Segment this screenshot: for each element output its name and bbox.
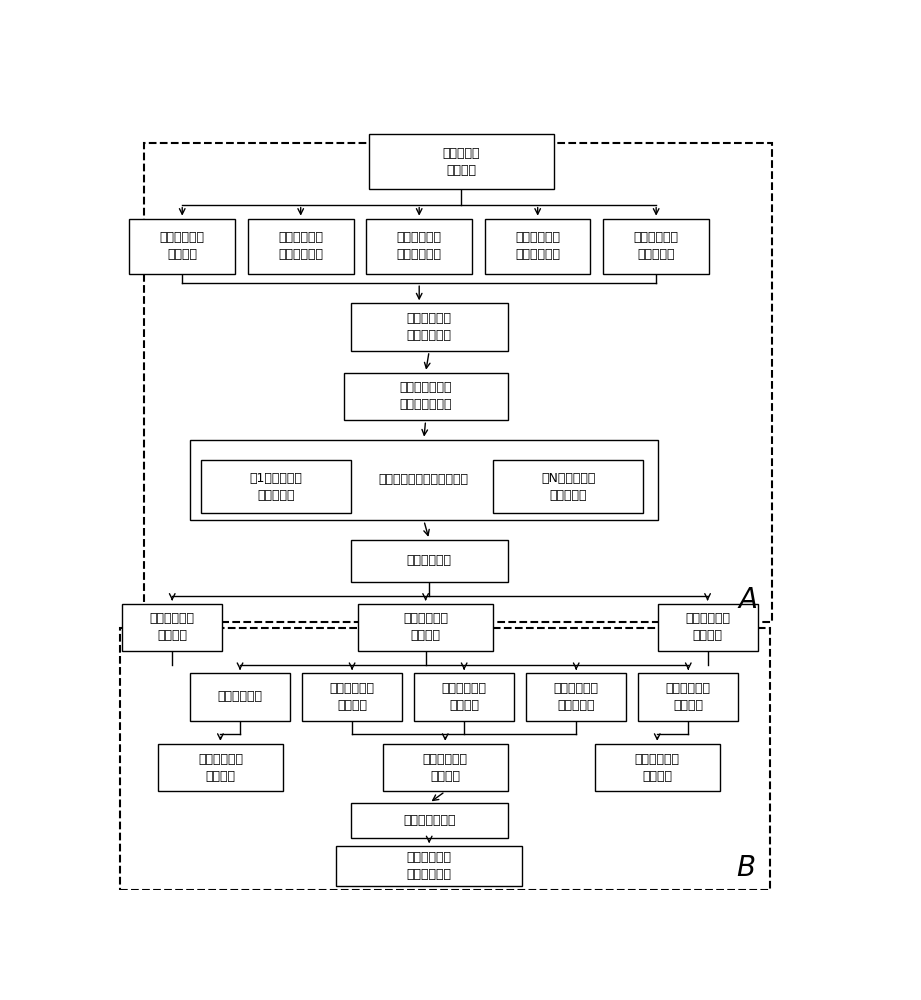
Text: 按栅格单元统
计高程平均值: 按栅格单元统 计高程平均值 xyxy=(515,231,560,261)
Text: B: B xyxy=(737,854,755,882)
Bar xyxy=(120,628,770,890)
Bar xyxy=(201,460,351,513)
Bar xyxy=(414,673,514,721)
Text: A: A xyxy=(739,586,757,614)
Bar xyxy=(344,373,507,420)
Bar xyxy=(383,744,507,791)
Bar xyxy=(638,673,739,721)
Text: 航带高程匹配
质量评价结果: 航带高程匹配 质量评价结果 xyxy=(407,851,451,881)
Bar xyxy=(658,604,757,651)
Bar xyxy=(351,540,507,582)
Text: 按栅格单元统
计高程差值: 按栅格单元统 计高程差值 xyxy=(634,231,679,261)
Bar xyxy=(368,134,554,189)
Text: 对高程平均值
进行统计: 对高程平均值 进行统计 xyxy=(403,612,449,642)
Text: 统计高程平均
值的平均值: 统计高程平均 值的平均值 xyxy=(554,682,599,712)
Text: 航带傍边运算: 航带傍边运算 xyxy=(407,554,451,567)
Bar xyxy=(336,846,522,886)
Bar xyxy=(351,303,507,351)
Bar xyxy=(302,673,402,721)
Text: 按栅格单元循环
统计单航带高程: 按栅格单元循环 统计单航带高程 xyxy=(400,381,452,411)
Text: 对高程最大值
进行统计: 对高程最大值 进行统计 xyxy=(685,612,730,642)
Bar xyxy=(122,604,222,651)
Text: 全部航带高程栅格统计单元: 全部航带高程栅格统计单元 xyxy=(379,473,469,486)
Bar xyxy=(494,460,643,513)
Bar xyxy=(526,673,626,721)
Bar xyxy=(248,219,354,274)
Bar xyxy=(351,803,507,838)
Text: 单航带云高程
栅格统计单元: 单航带云高程 栅格统计单元 xyxy=(407,312,451,342)
Bar xyxy=(595,744,719,791)
Text: 按栅格单元统
计点个数: 按栅格单元统 计点个数 xyxy=(159,231,204,261)
Text: 统计高程平均
值最小值: 统计高程平均 值最小值 xyxy=(330,682,375,712)
Text: 统计高程平均
值最大值: 统计高程平均 值最大值 xyxy=(442,682,486,712)
Text: 对高程最小值
进行统计: 对高程最小值 进行统计 xyxy=(150,612,194,642)
Bar xyxy=(484,219,590,274)
Bar xyxy=(144,143,772,622)
Bar xyxy=(190,440,658,520)
Text: 第N航带高程栅
格统计单元: 第N航带高程栅 格统计单元 xyxy=(542,472,596,502)
Text: 统计航带个数: 统计航带个数 xyxy=(217,690,262,703)
Text: 高程最大值的
统计单元: 高程最大值的 统计单元 xyxy=(635,753,680,783)
Bar xyxy=(603,219,709,274)
Bar xyxy=(129,219,235,274)
Text: 第1航带高程栅
格统计单元: 第1航带高程栅 格统计单元 xyxy=(250,472,302,502)
Bar xyxy=(367,219,472,274)
Text: 高程最小值的
统计单元: 高程最小值的 统计单元 xyxy=(198,753,243,783)
Text: 航带高程差分析: 航带高程差分析 xyxy=(402,814,456,827)
Text: 按栅格单元统
计高程最小值: 按栅格单元统 计高程最小值 xyxy=(278,231,323,261)
Bar xyxy=(158,744,283,791)
Text: 统计高程平均
值的差值: 统计高程平均 值的差值 xyxy=(666,682,711,712)
Bar xyxy=(190,673,290,721)
Text: 单航带点云
高程数据: 单航带点云 高程数据 xyxy=(443,147,480,177)
Text: 高程平均值的
统计单元: 高程平均值的 统计单元 xyxy=(423,753,468,783)
Bar xyxy=(357,604,494,651)
Text: 按栅格单元统
计高程最大值: 按栅格单元统 计高程最大值 xyxy=(397,231,442,261)
